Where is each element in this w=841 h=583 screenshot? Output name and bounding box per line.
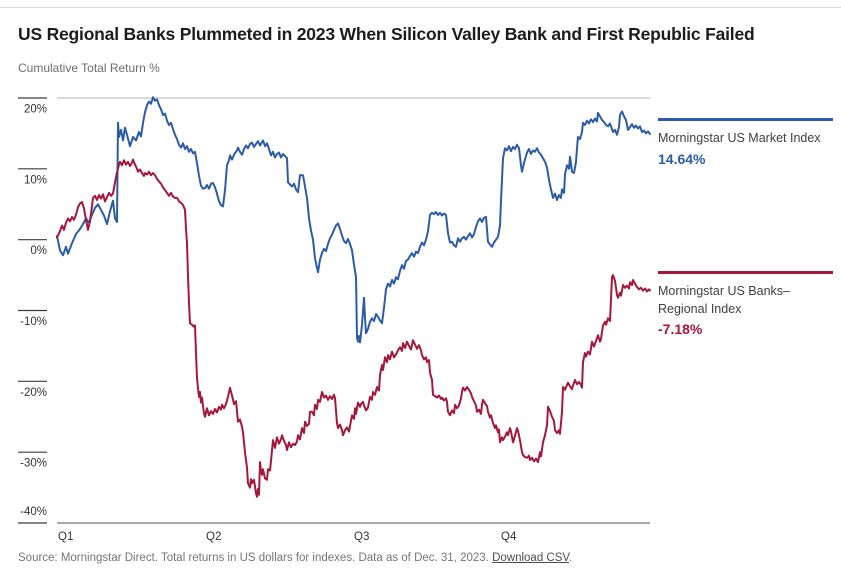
y-tick-label: 0% <box>30 245 47 257</box>
page-title: US Regional Banks Plummeted in 2023 When… <box>18 24 755 44</box>
source-text: Source: Morningstar Direct. Total return… <box>18 552 489 564</box>
y-tick-label: -40% <box>20 506 47 518</box>
x-tick-label-q3: Q3 <box>354 531 369 543</box>
y-tick-label: 10% <box>24 174 47 186</box>
series-line-market <box>56 96 651 344</box>
chart-svg: 20% 10% 0% -10% -20% -30% -40% Q1 Q2 Q3 Q4 <box>18 96 651 543</box>
top-divider <box>0 7 841 8</box>
y-tick-label: 20% <box>24 104 47 116</box>
series-line-banks <box>56 158 651 498</box>
banks-series-swatch <box>658 271 833 274</box>
banks-series-label: Morningstar US Banks– Regional Index <box>658 284 791 316</box>
y-tick-label: -20% <box>20 387 47 399</box>
source-footnote: Source: Morningstar Direct. Total return… <box>18 552 573 564</box>
y-tick-label: -10% <box>20 316 47 328</box>
x-tick-label-q2: Q2 <box>206 531 221 543</box>
x-tick-label-q4: Q4 <box>501 531 517 543</box>
y-tick-label: -30% <box>20 458 47 470</box>
market-series-label: Morningstar US Market Index <box>658 131 821 145</box>
chart-area: 20% 10% 0% -10% -20% -30% -40% Q1 Q2 Q3 Q4 <box>0 88 841 548</box>
legend-market-index: Morningstar US Market Index 14.64% <box>658 118 841 167</box>
x-tick-label-q1: Q1 <box>58 531 73 543</box>
market-series-swatch <box>658 118 833 121</box>
market-series-value: 14.64% <box>658 150 706 167</box>
chart-subtitle: Cumulative Total Return % <box>18 61 160 75</box>
download-csv-link[interactable]: Download CSV <box>492 552 570 564</box>
legend-banks-regional-index: Morningstar US Banks– Regional Index -7.… <box>658 271 841 337</box>
banks-series-value: -7.18% <box>658 321 703 337</box>
